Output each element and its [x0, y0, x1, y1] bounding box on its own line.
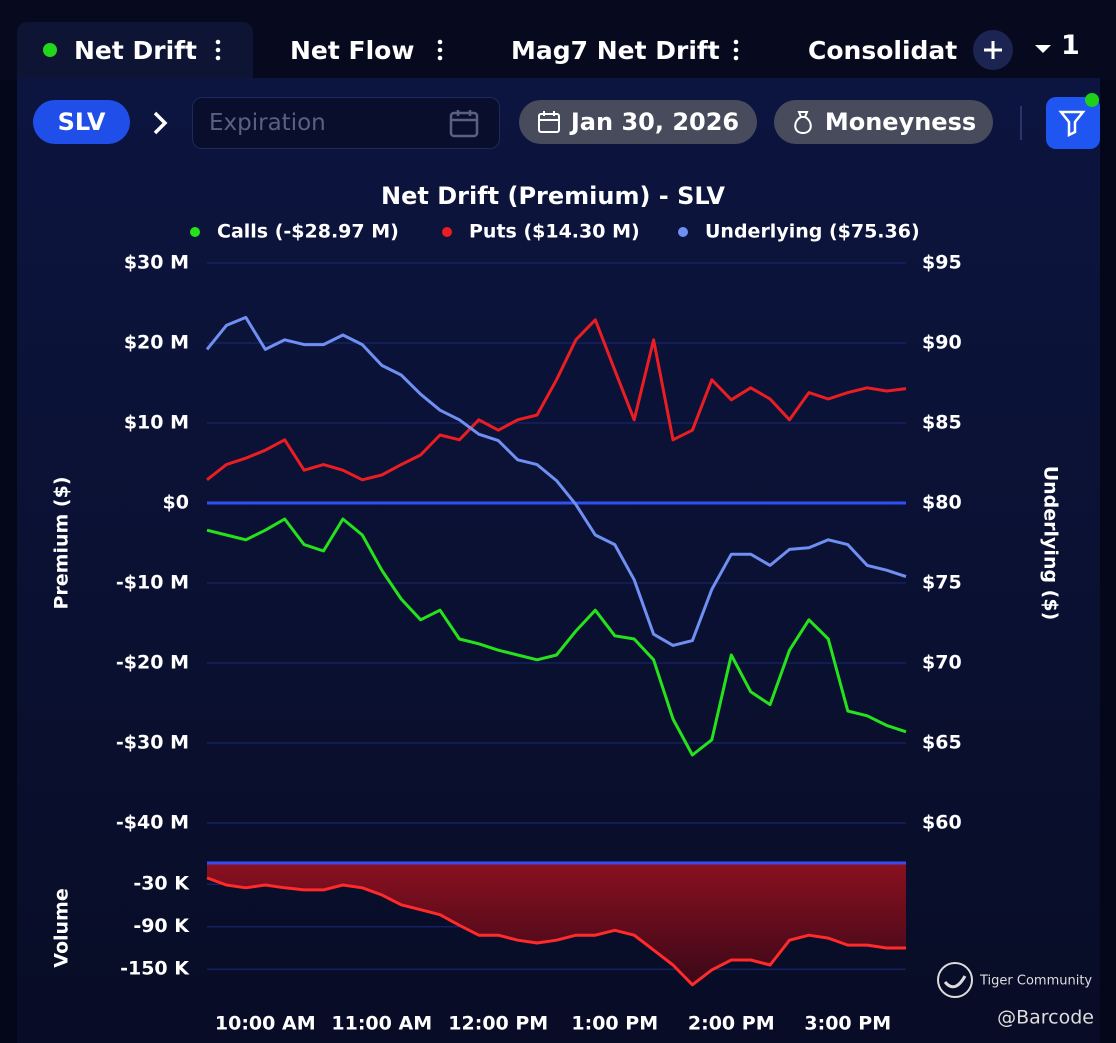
- y-tick-label: -$30 M: [116, 732, 189, 754]
- legend-marker: [190, 227, 200, 237]
- y-axis-label: Premium ($): [51, 476, 73, 609]
- chart-title: Net Drift (Premium) - SLV: [381, 182, 725, 210]
- legend-label: Calls (-$28.97 M): [217, 221, 399, 243]
- y2-tick-label: $60: [922, 812, 962, 834]
- tab-label: Consolidat: [808, 35, 958, 65]
- area-fill: [207, 863, 906, 985]
- watermark-handle: @Barcode: [997, 1007, 1094, 1029]
- x-tick-label: 10:00 AM: [215, 1013, 316, 1035]
- tab-label: Net Drift: [74, 35, 198, 65]
- placeholder: Expiration: [209, 110, 326, 136]
- legend-marker: [442, 227, 452, 237]
- x-tick-label: 11:00 AM: [331, 1013, 432, 1035]
- status-dot: [43, 43, 57, 57]
- filter-dot: [1085, 93, 1099, 107]
- chevron-icon: [153, 111, 168, 135]
- tab-count: 1: [1061, 30, 1080, 61]
- y-tick-label: $20 M: [124, 332, 189, 354]
- series-line: [205, 315, 907, 647]
- y2-tick-label: $65: [922, 732, 962, 754]
- tab[interactable]: Net Flow: [290, 22, 414, 78]
- y-tick-label: -90 K: [133, 915, 190, 937]
- tab[interactable]: Consolidat: [808, 22, 957, 78]
- y-tick-label: -$20 M: [116, 652, 189, 674]
- y2-tick-label: $95: [922, 252, 962, 274]
- y-tick-label: -$10 M: [116, 572, 189, 594]
- series-line: [206, 517, 907, 757]
- moneyness-label: Moneyness: [824, 108, 977, 136]
- calendar-icon: [449, 110, 479, 138]
- y2-axis-label: Underlying ($): [1040, 466, 1062, 621]
- brand-logo-mark: [943, 975, 967, 989]
- y2-tick-label: $70: [922, 652, 962, 674]
- x-tick-label: 2:00 PM: [688, 1013, 775, 1035]
- bag-icon: [794, 111, 812, 135]
- tab-label: Net Flow: [290, 35, 415, 65]
- tab[interactable]: Mag7 Net Drift: [511, 22, 720, 78]
- x-tick-label: 1:00 PM: [571, 1013, 658, 1035]
- filter-button[interactable]: [1046, 97, 1100, 149]
- plus-icon: [984, 41, 1002, 59]
- symbol-pill[interactable]: SLV: [33, 100, 130, 144]
- y2-tick-label: $85: [922, 412, 962, 434]
- y-tick-label: -$40 M: [116, 812, 189, 834]
- calendar-icon: [537, 111, 560, 133]
- dropdown-icon[interactable]: [1035, 45, 1051, 53]
- date-label: Jan 30, 2026: [570, 108, 740, 136]
- tab[interactable]: Net Drift: [17, 22, 253, 78]
- watermark-brand: Tiger Community: [979, 974, 1092, 989]
- series-line: [206, 876, 906, 987]
- date-pill[interactable]: Jan 30, 2026: [519, 100, 757, 144]
- y2-tick-label: $80: [922, 492, 962, 514]
- moneyness-pill[interactable]: Moneyness: [774, 100, 993, 144]
- y-tick-label: $10 M: [124, 412, 189, 434]
- filter-icon: [1058, 110, 1086, 138]
- expiration-input[interactable]: Expiration: [192, 97, 500, 149]
- y2-tick-label: $90: [922, 332, 962, 354]
- y-tick-label: $0: [163, 492, 189, 514]
- x-tick-label: 12:00 PM: [448, 1013, 548, 1035]
- series-line: [206, 318, 907, 482]
- y-axis-label: Volume: [51, 888, 73, 967]
- legend-marker: [678, 227, 688, 237]
- y-tick-label: -30 K: [133, 873, 190, 895]
- y2-tick-label: $75: [922, 572, 962, 594]
- separator: [1020, 106, 1022, 140]
- y-tick-label: $30 M: [124, 252, 189, 274]
- brand-logo: [937, 962, 973, 998]
- ui-icons: [153, 30, 1100, 149]
- kebab-icons: [215, 39, 739, 61]
- y-tick-label: -150 K: [120, 958, 190, 980]
- legend-label: Underlying ($75.36): [705, 221, 920, 243]
- x-tick-label: 3:00 PM: [804, 1013, 891, 1035]
- tab-label: Mag7 Net Drift: [511, 35, 720, 65]
- legend-label: Puts ($14.30 M): [469, 221, 640, 243]
